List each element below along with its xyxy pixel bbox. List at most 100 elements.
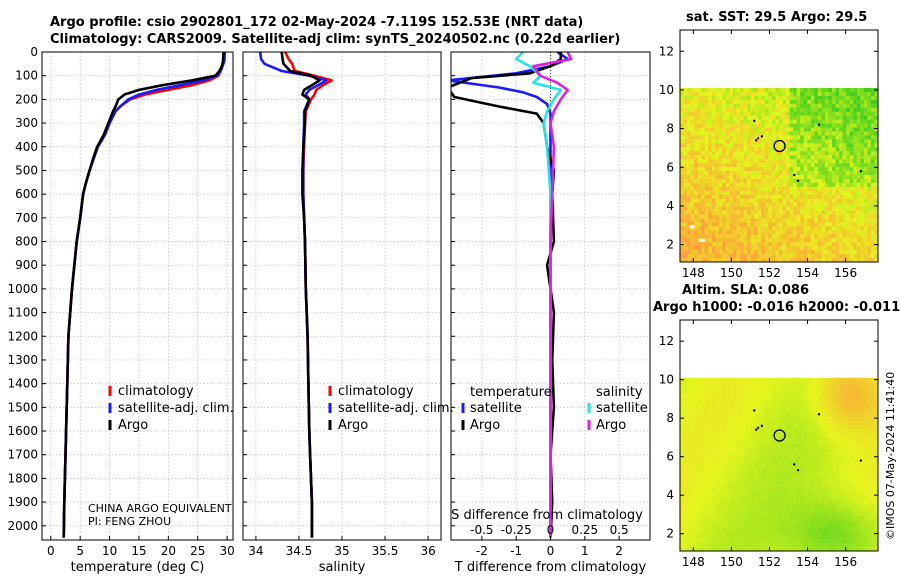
heatmap-cell [839,385,843,390]
heatmap-cell [680,234,684,239]
heatmap-cell [789,421,794,426]
heatmap-cell [764,460,769,465]
heatmap-cell [701,515,706,520]
heatmap-cell [775,103,780,109]
heatmap-cell [701,389,706,394]
heatmap-cell [747,452,752,457]
heatmap-cell [680,491,684,497]
heatmap-cell [754,464,759,469]
heatmap-cell [835,254,840,259]
y-tick-label: 200 [15,92,38,106]
x-tick-label: 34.5 [286,544,313,558]
heatmap-cell [807,377,812,382]
heatmap-cell [832,246,836,251]
heatmap-cell [824,515,829,520]
heatmap-cell [870,155,875,160]
heatmap-cell [828,452,833,457]
heatmap-cell [690,523,695,528]
heatmap-cell [757,397,762,402]
heatmap-cell [779,258,783,263]
heatmap-cell [860,234,865,239]
heatmap-cell [736,222,741,227]
heatmap-cell [782,472,787,477]
heatmap-cell [789,178,794,184]
y-tick-label: 1100 [7,306,38,320]
heatmap-cell [729,210,734,215]
heatmap-cell [853,456,858,461]
heatmap-cell [824,413,829,418]
heatmap-cell [715,139,720,144]
heatmap-cell [757,123,762,128]
heatmap-cell [761,421,766,426]
heatmap-cell [814,242,819,247]
heatmap-cell [694,246,698,251]
heatmap-cell [718,436,723,442]
heatmap-cell [832,377,836,382]
heatmap-cell [786,230,790,235]
heatmap-cell [796,389,801,394]
heatmap-cell [821,198,826,203]
heatmap-cell [860,127,865,132]
heatmap-cell [754,484,759,489]
heatmap-cell [715,206,720,211]
heatmap-cell [750,182,755,188]
heatmap-cell [764,167,769,172]
heatmap-cell [729,495,734,501]
heatmap-cell [718,135,723,140]
heatmap-cell [817,91,822,97]
heatmap-cell [708,531,713,536]
heatmap-cell [793,171,797,176]
heatmap-cell [807,210,812,215]
heatmap-cell [761,464,766,469]
heatmap-cell [832,460,836,465]
heatmap-cell [764,484,769,489]
heatmap-cell [810,111,815,116]
heatmap-cell [718,432,723,438]
heatmap-cell [846,143,851,148]
heatmap-cell [786,421,790,426]
heatmap-cell [743,254,748,259]
heatmap-cell [711,421,716,426]
heatmap-cell [740,472,744,477]
heatmap-cell [761,527,766,532]
heatmap-cell [800,440,805,445]
heatmap-cell [761,202,766,207]
heatmap-cell [761,385,766,390]
heatmap-cell [849,468,854,473]
heatmap-cell [800,107,805,113]
heatmap-cell [803,503,808,508]
heatmap-cell [839,246,843,251]
heatmap-cell [821,230,826,235]
heatmap-cell [694,159,698,164]
heatmap-cell [690,91,695,97]
heatmap-cell [722,88,727,93]
heatmap-cell [786,95,790,101]
heatmap-cell [828,393,833,398]
heatmap-cell [743,155,748,160]
heatmap-cell [701,440,706,445]
heatmap-cell [725,115,730,120]
heatmap-cell [715,250,720,255]
heatmap-cell [761,151,766,156]
heatmap-cell [789,131,794,136]
heatmap-cell [687,503,691,508]
heatmap-cell [796,111,801,116]
heatmap-cell [832,95,836,101]
heatmap-cell [849,480,854,485]
heatmap-cell [708,190,713,196]
heatmap-cell [683,460,688,465]
heatmap-cell [814,178,819,184]
heatmap-cell [704,155,709,160]
heatmap-cell [874,226,879,231]
heatmap-cell [828,178,833,184]
heatmap-cell [729,99,734,105]
heatmap-cell [725,413,730,418]
heatmap-cell [874,194,879,200]
heatmap-cell [870,393,875,398]
heatmap-cell [743,95,748,101]
heatmap-cell [786,159,790,164]
heatmap-cell [839,484,843,489]
heatmap-cell [711,472,716,477]
heatmap-cell [828,151,833,156]
heatmap-cell [725,163,730,168]
